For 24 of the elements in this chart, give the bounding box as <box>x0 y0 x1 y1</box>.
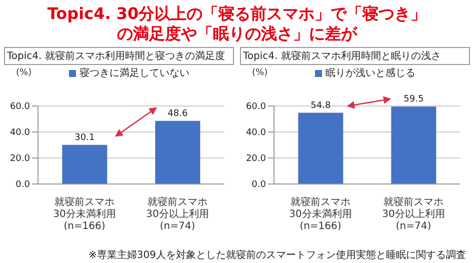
y-tick-label: 0.0 <box>252 180 266 190</box>
y-axis-title: (%) <box>16 68 32 78</box>
x-tick-label: 就寝前スマホ30分未満利用(n=166) <box>53 196 116 232</box>
data-label: 48.6 <box>168 108 188 119</box>
x-tick-label: 就寝前スマホ30分以上利用(n=74) <box>382 196 445 232</box>
y-tick-label: 40.0 <box>10 128 30 138</box>
legend-label: 眠りが浅いと感じる <box>326 68 416 79</box>
chart-subtitle: Topic4. 就寝前スマホ利用時間と寝つきの満足度 <box>4 47 234 65</box>
y-tick-label: 20.0 <box>10 154 30 164</box>
y-axis-title: (%) <box>252 68 268 78</box>
x-tick-label: 就寝前スマホ30分以上利用(n=74) <box>146 196 209 232</box>
x-tick-label: 就寝前スマホ30分未満利用(n=166) <box>289 196 352 232</box>
y-tick-label: 40.0 <box>246 128 266 138</box>
text: ※専業主婦309人を対象とした就寝前のスマートフォン使用実態と睡眠に関する調査 <box>88 248 466 262</box>
y-tick-label: 0.0 <box>16 180 30 190</box>
data-label: 59.5 <box>404 94 424 105</box>
data-label: 54.8 <box>310 100 331 111</box>
data-label: 30.1 <box>74 132 95 143</box>
y-tick-label: 20.0 <box>246 154 266 164</box>
legend-label: 寝つきに満足していない <box>80 68 190 79</box>
chart-subtitle: Topic4. 就寝前スマホ利用時間と眠りの浅さ <box>240 47 470 65</box>
chart-title: Topic4. 30分以上の「寝る前スマホ」で「寝つき」の満足度や「眠りの浅さ」に差が <box>46 4 428 44</box>
y-tick-label: 60.0 <box>10 102 30 112</box>
y-tick-label: 60.0 <box>246 102 266 112</box>
